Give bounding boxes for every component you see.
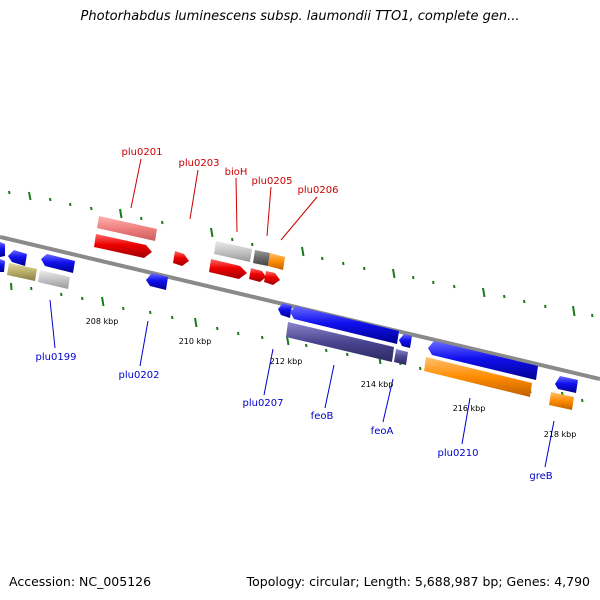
gene-label-plu0202[interactable]: plu0202 bbox=[119, 370, 160, 381]
top-leader-lines bbox=[130, 158, 318, 241]
gene-label-feoB[interactable]: feoB bbox=[311, 411, 334, 422]
scale-label: 214 kbp bbox=[361, 380, 394, 389]
gene-feature[interactable] bbox=[0, 259, 5, 272]
gene-arrow[interactable] bbox=[264, 271, 280, 285]
gene-feature[interactable] bbox=[38, 270, 70, 289]
gene-feature[interactable] bbox=[7, 263, 37, 281]
gene-label-plu0205[interactable]: plu0205 bbox=[252, 176, 293, 187]
gene-arrow[interactable] bbox=[0, 242, 5, 257]
gene-feature[interactable] bbox=[214, 241, 252, 262]
scale-label: 216 kbp bbox=[453, 404, 486, 413]
gene-label-plu0201[interactable]: plu0201 bbox=[122, 147, 163, 158]
gene-arrow[interactable] bbox=[146, 273, 168, 290]
gene-feature[interactable] bbox=[394, 349, 408, 365]
upper-tick-track bbox=[8, 190, 594, 318]
gene-label-plu0206[interactable]: plu0206 bbox=[298, 185, 339, 196]
gene-label-feoA[interactable]: feoA bbox=[371, 426, 394, 437]
gene-arrow[interactable] bbox=[8, 250, 27, 266]
gene-arrow[interactable] bbox=[290, 306, 399, 344]
scale-label: 210 kbp bbox=[179, 337, 212, 346]
gene-arrow[interactable] bbox=[399, 334, 412, 348]
gene-feature[interactable] bbox=[549, 392, 574, 410]
genome-stats-text: Topology: circular; Length: 5,688,987 bp… bbox=[246, 574, 590, 589]
bottom-leader-lines bbox=[49, 299, 555, 468]
gene-feature[interactable] bbox=[268, 253, 285, 270]
bottom-gene-labels: plu0199 plu0202 plu0207 feoB feoA plu021… bbox=[36, 352, 553, 482]
gene-arrow[interactable] bbox=[278, 303, 292, 318]
scale-label: 208 kbp bbox=[86, 317, 119, 326]
gene-feature[interactable] bbox=[286, 322, 394, 362]
gene-arrow[interactable] bbox=[173, 251, 189, 266]
scale-label: 218 kbp bbox=[544, 430, 577, 439]
forward-strand-features bbox=[94, 216, 285, 285]
accession-text: Accession: NC_005126 bbox=[9, 574, 152, 589]
gene-label-plu0207[interactable]: plu0207 bbox=[243, 398, 284, 409]
gene-feature[interactable] bbox=[424, 357, 532, 397]
gene-arrow[interactable] bbox=[555, 376, 578, 393]
top-gene-labels: plu0201 plu0203 bioH plu0205 plu0206 bbox=[122, 147, 339, 196]
map-title: Photorhabdus luminescens subsp. laumondi… bbox=[80, 9, 520, 24]
gene-label-plu0199[interactable]: plu0199 bbox=[36, 352, 77, 363]
gene-label-bioH[interactable]: bioH bbox=[225, 167, 248, 178]
scale-label: 212 kbp bbox=[270, 357, 303, 366]
gene-feature[interactable] bbox=[97, 216, 157, 241]
gene-arrow[interactable] bbox=[209, 259, 247, 279]
gene-feature[interactable] bbox=[253, 250, 270, 266]
gene-arrow[interactable] bbox=[249, 268, 266, 282]
gene-arrow[interactable] bbox=[41, 254, 75, 273]
gene-label-greB[interactable]: greB bbox=[529, 471, 552, 482]
gene-arrow[interactable] bbox=[94, 234, 152, 258]
gene-arrow[interactable] bbox=[428, 341, 538, 380]
scale-labels: 208 kbp 210 kbp 212 kbp 214 kbp 216 kbp … bbox=[86, 317, 577, 439]
gene-label-plu0210[interactable]: plu0210 bbox=[438, 448, 479, 459]
reverse-strand-features bbox=[0, 242, 578, 410]
gene-label-plu0203[interactable]: plu0203 bbox=[179, 158, 220, 169]
